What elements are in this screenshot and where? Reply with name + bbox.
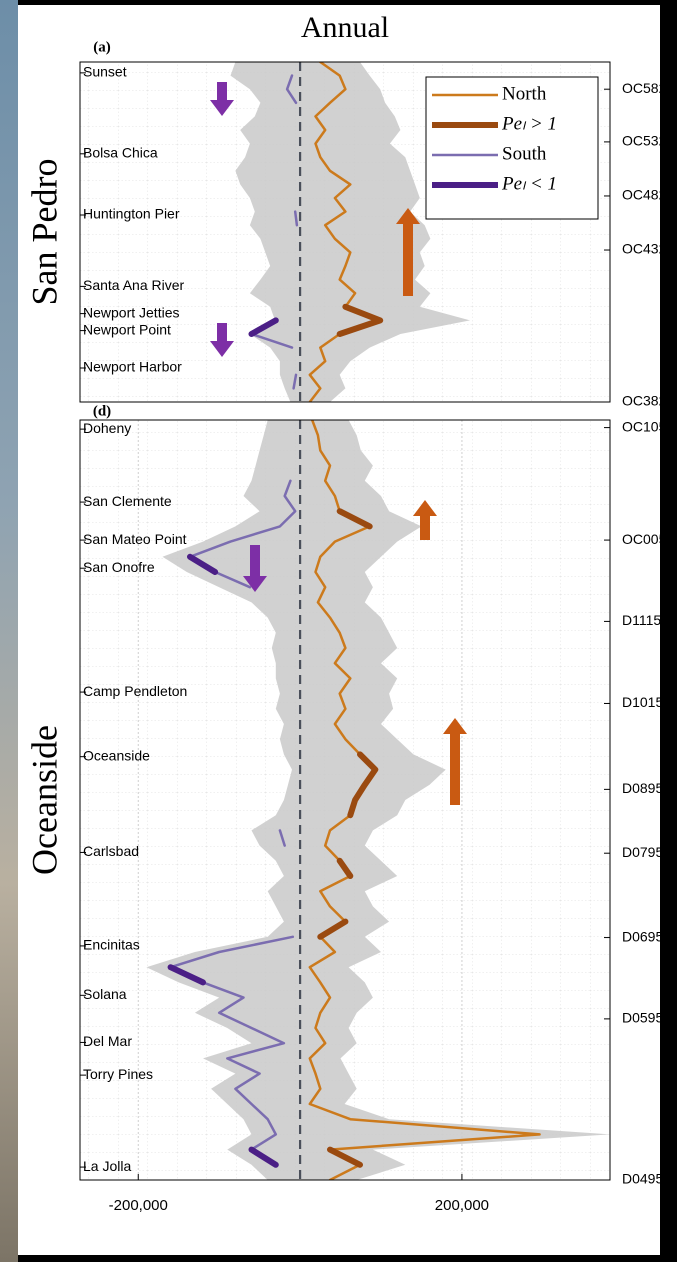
- series-line: [308, 62, 382, 402]
- y-tick-label: Solana: [83, 986, 127, 1002]
- y-tick-label: Newport Jetties: [83, 304, 179, 320]
- trend-arrow: [396, 208, 420, 296]
- y2-tick-label: D1115: [622, 612, 661, 628]
- region-label: San Pedro: [24, 159, 64, 306]
- y-tick-label: Encinitas: [83, 937, 140, 953]
- trend-arrow: [210, 323, 234, 357]
- y-tick-label: Camp Pendleton: [83, 683, 187, 699]
- y-tick-label: La Jolla: [83, 1158, 131, 1174]
- y-tick-label: Sunset: [83, 64, 127, 80]
- y2-tick-label: D0795: [622, 844, 663, 860]
- y-tick-label: Santa Ana River: [83, 277, 185, 293]
- plot-frame: [79, 419, 611, 1181]
- photo-strip: [0, 0, 18, 1262]
- y2-tick-label: OC005: [622, 531, 667, 547]
- y2-tick-label: OC105: [622, 418, 667, 434]
- y-tick-label: Del Mar: [83, 1033, 132, 1049]
- y-tick-label: Newport Harbor: [83, 359, 182, 375]
- figure-title: Annual: [301, 11, 389, 44]
- y-tick-label: San Onofre: [83, 559, 155, 575]
- series-line: [317, 508, 379, 1168]
- legend-label: North: [502, 83, 547, 104]
- y2-tick-label: D0495: [622, 1171, 663, 1187]
- x-tick-label: -200,000: [109, 1197, 168, 1214]
- series-line: [248, 317, 279, 337]
- y-tick-label: San Clemente: [83, 493, 172, 509]
- trend-arrow: [243, 545, 267, 592]
- plot-area: [230, 62, 470, 402]
- series-line: [336, 303, 384, 337]
- trend-arrow: [443, 718, 467, 805]
- panel-label: (d): [93, 403, 111, 419]
- legend-label: Peₗ < 1: [501, 173, 557, 194]
- y2-tick-label: OC482: [622, 187, 667, 203]
- y2-tick-label: OC432: [622, 241, 667, 257]
- legend-label: South: [502, 143, 547, 164]
- y-tick-label: San Mateo Point: [83, 531, 187, 547]
- panel: Doheny San Clemente San Mateo Point San Ono…: [24, 403, 666, 1214]
- region-label: Oceanside: [24, 725, 64, 875]
- y-tick-label: Newport Point: [83, 321, 171, 337]
- trend-arrow: [413, 500, 437, 540]
- x-tick-label: 200,000: [435, 1197, 489, 1214]
- legend-label: Peₗ > 1: [501, 113, 557, 134]
- y-tick-label: Carlsbad: [83, 843, 139, 859]
- spread-band: [146, 420, 610, 1180]
- legend-box: [425, 76, 599, 220]
- panel: Sunset Bolsa Chica Huntington Pier Santa An…: [24, 39, 666, 408]
- panel-label: (a): [93, 39, 111, 55]
- y2-tick-label: OC382: [622, 393, 667, 409]
- y2-tick-label: OC532: [622, 133, 667, 149]
- y-tick-label: Torry Pines: [83, 1066, 153, 1082]
- y-tick-label: Bolsa Chica: [83, 145, 158, 161]
- y2-tick-label: OC582: [622, 80, 667, 96]
- y2-tick-label: D0895: [622, 780, 663, 796]
- y-tick-label: Oceanside: [83, 747, 150, 763]
- y2-tick-label: D1015: [622, 694, 663, 710]
- y2-tick-label: D0595: [622, 1010, 663, 1026]
- trend-arrow: [210, 82, 234, 116]
- y-tick-label: Huntington Pier: [83, 206, 180, 222]
- y2-tick-label: D0695: [622, 928, 663, 944]
- series-line: [250, 74, 299, 390]
- y-tick-label: Doheny: [83, 420, 131, 436]
- plot-frame: [79, 61, 611, 403]
- spread-band: [230, 62, 470, 402]
- plot-area: [146, 420, 610, 1180]
- series-line: [167, 553, 279, 1168]
